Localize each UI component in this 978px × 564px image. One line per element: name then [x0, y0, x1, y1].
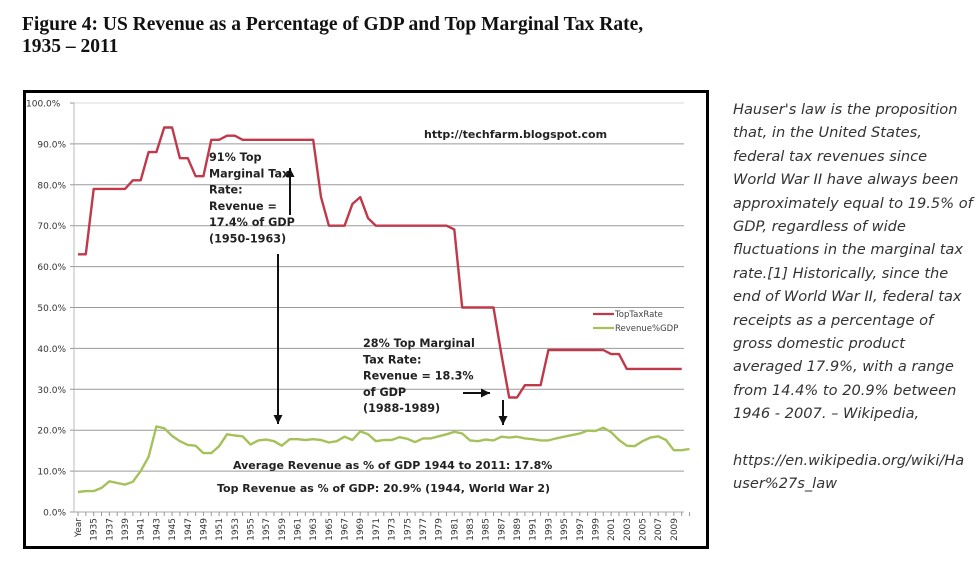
x-tick-label: 1943 [152, 518, 162, 541]
x-tick-label: 1969 [356, 518, 366, 541]
x-tick-label: 1937 [105, 518, 115, 541]
y-tick-label: 70.0% [37, 222, 66, 232]
x-tick-label: 1991 [529, 518, 539, 541]
annotation-28-line: (1988-1989) [363, 402, 440, 415]
average-revenue-annotation: Average Revenue as % of GDP 1944 to 2011… [233, 459, 552, 472]
x-tick-label: 1987 [497, 518, 507, 541]
y-tick-label: 90.0% [37, 140, 66, 150]
side-text-body: Hauser's law is the proposition that, in… [733, 101, 973, 423]
x-tick-label: 2001 [607, 518, 617, 541]
legend: TopTaxRate Revenue%GDP [593, 310, 678, 334]
annotation-91-line: Rate: [209, 184, 243, 197]
x-tick-label: 1961 [294, 518, 304, 541]
annotation-28-line: 28% Top Marginal [363, 337, 475, 350]
source-annotation: http://techfarm.blogspot.com [424, 128, 607, 141]
x-tick-label: 1959 [278, 518, 288, 541]
annotation-91-line: (1950-1963) [209, 233, 286, 246]
figure-title: Figure 4: US Revenue as a Percentage of … [22, 14, 742, 58]
x-tick-label: 1947 [184, 518, 194, 541]
annotation-91-line: 91% Top [209, 151, 262, 164]
x-tick-label: 1997 [576, 518, 586, 541]
chart-frame: 0.0% 10.0% 20.0% 30.0% 40.0% 50.0% 60.0% 70.0% 8… [23, 90, 709, 549]
x-tick-label: 1979 [435, 518, 445, 541]
x-tick-label: 2009 [670, 518, 680, 541]
y-axis-ticks: 0.0% 10.0% 20.0% 30.0% 40.0% 50.0% 60.0% 70.0% 8… [26, 100, 74, 519]
legend-label: Revenue%GDP [615, 324, 678, 334]
arrow-down-1988-head [498, 416, 508, 425]
annotation-28-line: Tax Rate: [363, 353, 421, 366]
side-text: Hauser's law is the proposition that, in… [733, 98, 973, 496]
grid-lines [73, 102, 684, 513]
annotation-91-line: 17.4% of GDP [209, 216, 295, 229]
series-line-toptaxrate [78, 126, 682, 399]
chart: 0.0% 10.0% 20.0% 30.0% 40.0% 50.0% 60.0% 70.0% 8… [26, 100, 691, 541]
x-tick-label: 1963 [309, 518, 319, 541]
arrow-right-1988-head [481, 388, 490, 398]
y-tick-label: 0.0% [43, 509, 66, 519]
x-tick-label: 1935 [90, 518, 100, 541]
side-text-url[interactable]: https://en.wikipedia.org/wiki/Hauser%27s… [733, 451, 965, 493]
x-tick-label: 1989 [513, 518, 523, 541]
x-tick-label: 1945 [168, 518, 178, 541]
x-tick-label: 1971 [372, 518, 382, 541]
x-tick-label: 1949 [199, 518, 209, 541]
x-tick-label: Year [74, 518, 84, 538]
arrow-down-1959-head [273, 415, 283, 424]
x-tick-label: 2007 [654, 518, 664, 541]
series-lines [77, 126, 690, 494]
x-tick-label: 1999 [591, 518, 601, 541]
y-tick-label: 30.0% [37, 386, 66, 396]
x-tick-label: 1983 [466, 518, 476, 541]
figure-title-line2: 1935 – 2011 [22, 36, 119, 57]
x-tick-label: 1977 [419, 518, 429, 541]
x-tick-label: 2003 [623, 518, 633, 541]
x-tick-label: 1993 [544, 518, 554, 541]
x-tick-label: 1941 [137, 518, 147, 541]
legend-label: TopTaxRate [614, 310, 663, 320]
x-axis-ticks: Year 1935 1937 1939 1941 1943 1945 1947 1949 1951… [74, 512, 691, 541]
x-tick-label: 2005 [638, 518, 648, 541]
y-tick-label: 60.0% [37, 263, 66, 273]
y-tick-label: 80.0% [37, 181, 66, 191]
annotation-28-line: Revenue = 18.3% [363, 370, 474, 383]
x-tick-label: 1981 [450, 518, 460, 541]
arrow-up-1960s-head [285, 168, 295, 177]
x-tick-label: 1955 [246, 518, 256, 541]
annotation-28-line: of GDP [363, 386, 406, 399]
x-tick-label: 1995 [560, 518, 570, 541]
x-tick-label: 1975 [403, 518, 413, 541]
annotation-91-line: Marginal Tax [209, 167, 290, 180]
figure-title-line1: Figure 4: US Revenue as a Percentage of … [22, 14, 644, 35]
x-tick-label: 1965 [325, 518, 335, 541]
y-tick-label: 40.0% [37, 345, 66, 355]
top-revenue-annotation: Top Revenue as % of GDP: 20.9% (1944, Wo… [217, 482, 550, 495]
x-tick-label: 1939 [121, 518, 131, 541]
x-tick-label: 1967 [341, 518, 351, 541]
y-tick-label: 20.0% [37, 427, 66, 437]
annotation-91-line: Revenue = [209, 200, 277, 213]
x-tick-label: 1951 [215, 518, 225, 541]
y-tick-label: 100.0% [26, 100, 61, 110]
y-tick-label: 50.0% [37, 304, 66, 314]
x-tick-label: 1973 [388, 518, 398, 541]
annotations: http://techfarm.blogspot.com 91% Top Margi… [209, 128, 607, 495]
series-line-revenue-gdp [77, 425, 690, 494]
y-tick-label: 10.0% [37, 468, 66, 478]
x-tick-label: 1953 [231, 518, 241, 541]
x-tick-label: 1957 [262, 518, 272, 541]
x-tick-label: 1985 [482, 518, 492, 541]
